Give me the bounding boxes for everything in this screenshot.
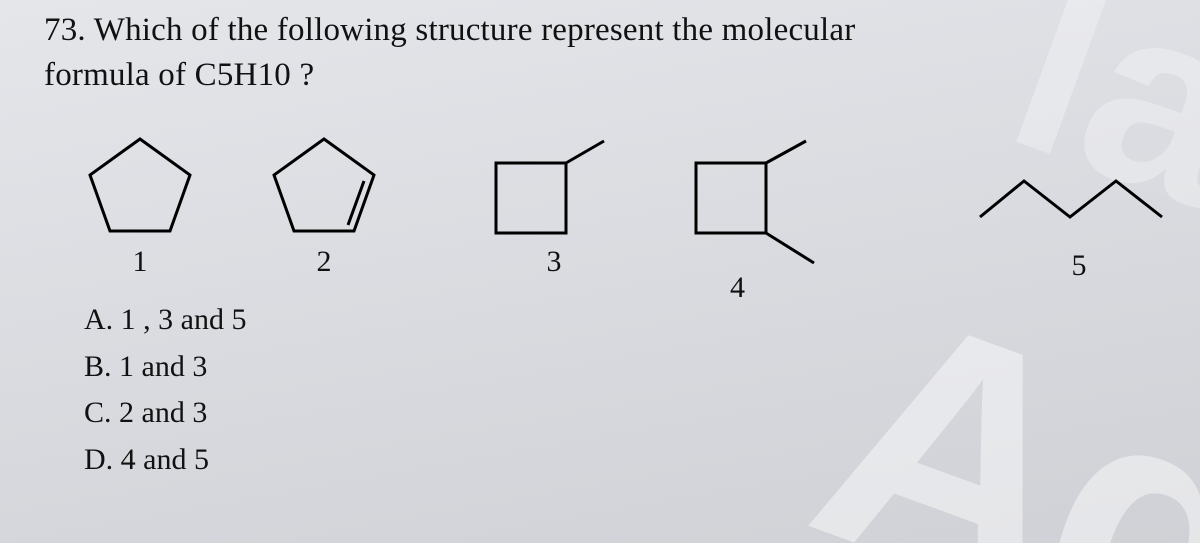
pentane-icon bbox=[974, 165, 1184, 245]
cyclopentene-icon bbox=[264, 131, 384, 241]
structure-3-label: 3 bbox=[484, 245, 624, 279]
choice-a: A. 1 , 3 and 5 bbox=[84, 297, 1200, 344]
dimethylcyclobutane-icon bbox=[684, 137, 854, 267]
structure-4: 4 bbox=[684, 137, 854, 305]
structure-5: 5 bbox=[974, 165, 1184, 283]
structure-4-label: 4 bbox=[684, 271, 854, 305]
answer-choices: A. 1 , 3 and 5 B. 1 and 3 C. 2 and 3 D. … bbox=[44, 297, 1200, 483]
methylcyclobutane-icon bbox=[484, 137, 624, 241]
structure-3: 3 bbox=[484, 137, 624, 279]
structure-2-label: 2 bbox=[264, 245, 384, 279]
structures-row: 1 2 3 4 bbox=[44, 131, 1200, 291]
question-line1: Which of the following structure represe… bbox=[94, 12, 856, 48]
choice-c: C. 2 and 3 bbox=[84, 390, 1200, 437]
cyclopentane-icon bbox=[80, 131, 200, 241]
structure-1: 1 bbox=[80, 131, 200, 279]
choice-d: D. 4 and 5 bbox=[84, 437, 1200, 484]
question-line2: formula of C5H10 ? bbox=[44, 53, 1200, 98]
structure-1-label: 1 bbox=[80, 245, 200, 279]
question-text: 73. Which of the following structure rep… bbox=[44, 8, 1200, 53]
structure-5-label: 5 bbox=[974, 249, 1184, 283]
structure-2: 2 bbox=[264, 131, 384, 279]
page: la Aq 73. Which of the following structu… bbox=[0, 0, 1200, 543]
choice-b: B. 1 and 3 bbox=[84, 344, 1200, 391]
question-number: 73. bbox=[44, 12, 86, 48]
